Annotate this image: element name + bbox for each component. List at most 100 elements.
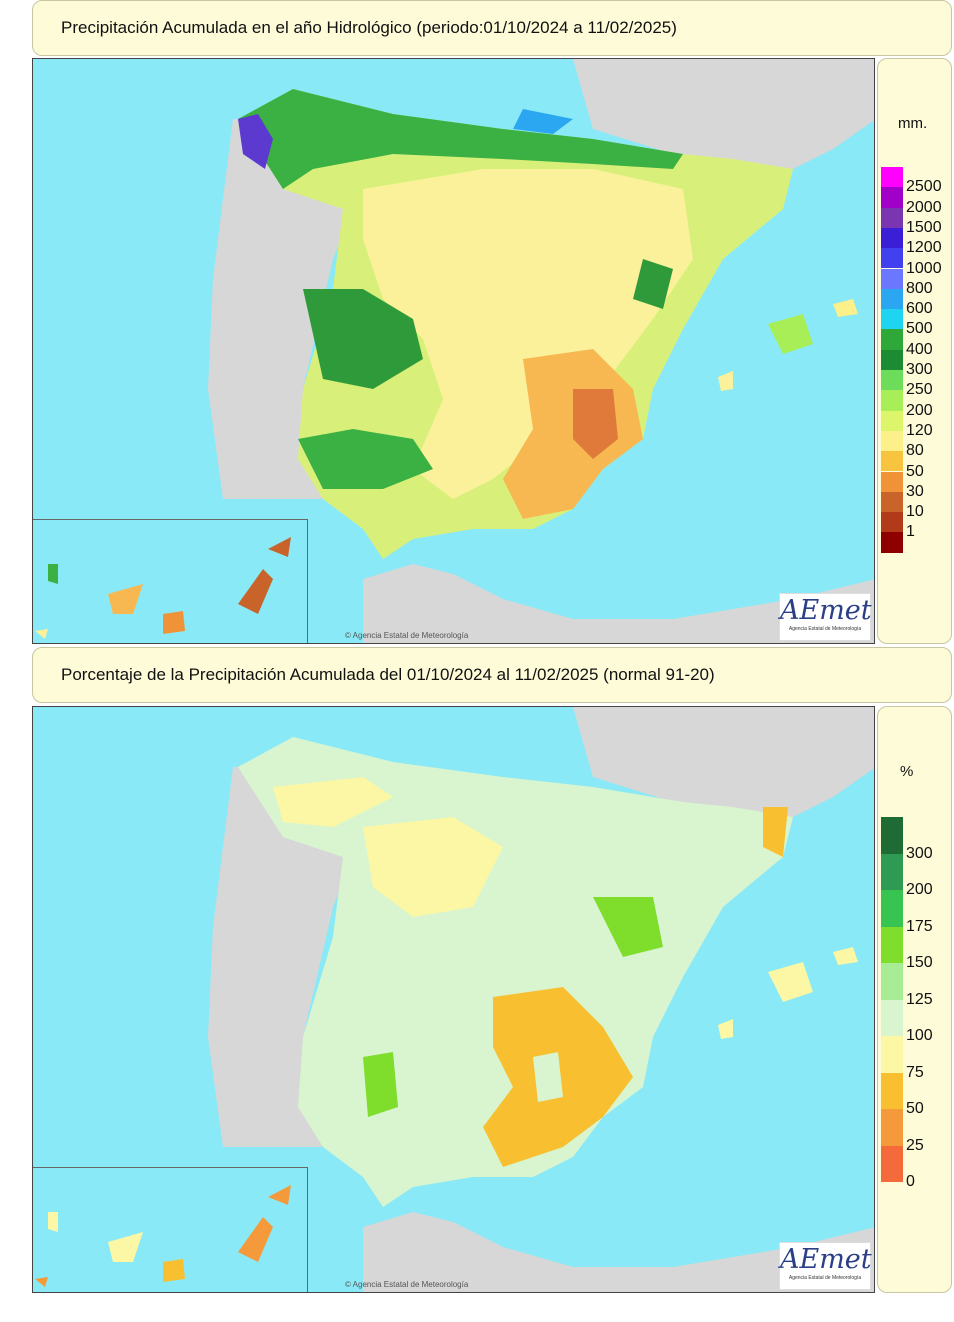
panel2-legend-swatch [881,1072,903,1109]
canary-fuerteventura [238,1217,273,1262]
panel1-legend-label: 800 [906,279,933,297]
panel1-legend-unit: mm. [898,115,928,132]
panel1-legend-label: 1000 [906,259,942,277]
panel1-legend-label: 2500 [906,178,942,196]
panel2-canary-inset [33,1167,308,1292]
panel1-canary-inset [33,519,308,643]
france-land [573,59,874,169]
panel1-legend-label: 1500 [906,218,942,236]
spain-yellow-2 [273,777,393,827]
canary-grancanaria [163,1259,185,1282]
menorca [833,299,858,317]
panel1-legend-label: 120 [906,421,933,439]
panel1-legend-label: 50 [906,462,924,480]
panel1-legend-swatch [881,268,903,289]
panel2-legend-swatch [881,1145,903,1182]
panel2-legend-label: 25 [906,1136,924,1154]
panel1-legend-swatch [881,349,903,370]
france-land [573,707,874,817]
panel1-legend-swatch [881,512,903,533]
panel1-legend: mm. 2500 2000 1500 1200 1000 800 600 500 400 300 2… [877,58,952,644]
panel1-legend-swatch [881,288,903,310]
catalonia-orange [763,807,788,857]
spain-green-2 [363,1052,398,1117]
mallorca [768,314,813,354]
panel2-legend-swatch [881,1036,903,1073]
panel1-legend-label: 2000 [906,198,942,216]
panel1-legend-label: 1200 [906,239,942,257]
panel2-title-box: Porcentaje de la Precipitación Acumulada… [32,647,952,703]
panel2-legend-swatch [881,890,903,927]
north-blue [513,109,573,134]
menorca [833,947,858,965]
panel2-legend-swatch [881,1109,903,1146]
panel2-legend-label: 300 [906,844,933,862]
panel2-legend-label: 75 [906,1063,924,1081]
panel1-legend-swatch [881,430,903,452]
portugal-land [208,762,363,1147]
panel1-legend-swatch [881,207,903,228]
panel1-legend-label: 400 [906,340,933,358]
panel2-legend-swatch [881,817,903,854]
panel2-legend-label: 125 [906,990,933,1008]
panel1-legend-swatch [881,491,903,513]
spain-green-1 [593,897,663,957]
panel1-legend-swatch [881,227,903,249]
ibiza [718,1019,733,1039]
panel1-legend-label: 200 [906,401,933,419]
panel2-legend-label: 0 [906,1173,915,1190]
panel1-legend-swatch [881,329,903,350]
panel1-legend-swatch [881,471,903,492]
panel1-legend-swatch [881,309,903,330]
panel1-legend-swatch [881,410,903,431]
panel1-legend-swatch [881,167,903,188]
panel1-logo-sub: Agencia Estatal de Meteorología [788,626,862,632]
africa-land [363,1212,874,1292]
spain-yellow [363,169,693,499]
panel1-legend-label: 300 [906,361,933,378]
spain-dark-orange [573,389,618,459]
panel2-legend: % 300 200 175 150 125 100 75 50 25 0 [877,706,952,1293]
panel1-legend-label: 600 [906,300,933,318]
panel1-legend-swatch [881,370,903,391]
galicia-purple [238,114,273,169]
panel2-legend-label: 175 [906,917,933,935]
spain-yellow-1 [363,817,503,917]
sw-green [298,429,433,489]
panel2-legend-swatch [881,963,903,1000]
panel1-legend-swatch [881,248,903,269]
panel1-legend-label: 1 [906,523,915,541]
panel1-legend-swatch [881,187,903,208]
panel2-legend-swatch [881,853,903,890]
panel2-logo-word: AEmet [780,1244,872,1275]
portugal-land [208,114,363,499]
panel2-legend-label: 150 [906,954,933,971]
panel2-logo-sub: Agencia Estatal de Meteorología [788,1275,862,1281]
panel2-aemet-logo: AEmet Agencia Estatal de Meteorología [779,1242,872,1290]
panel1-legend-label: 10 [906,503,924,521]
panel1-copyright: © Agencia Estatal de Meteorología [345,631,469,640]
canary-lanzarote [268,537,291,557]
canary-hierro [35,1277,48,1287]
panel2-legend-swatch [881,999,903,1036]
panel2-legend-label: 100 [906,1027,933,1044]
canary-tenerife [108,1232,143,1262]
mallorca [768,962,813,1002]
panel1-legend-swatch [881,451,903,472]
canary-lanzarote [268,1185,291,1205]
north-green [238,89,683,189]
west-green [303,289,423,389]
ibiza [718,371,733,391]
panel1-title-box: Precipitación Acumulada en el año Hidrol… [32,0,952,56]
canary-grancanaria [163,611,185,634]
canary-fuerteventura [238,569,273,614]
panel1-title: Precipitación Acumulada en el año Hidrol… [61,18,677,37]
panel1-legend-label: 500 [906,320,933,338]
canary-gomera [48,564,58,584]
spain-light-center [533,1052,563,1102]
panel1-legend-swatch [881,390,903,411]
panel1-legend-swatch [881,532,903,553]
panel1-map-svg [35,59,874,643]
canary-tenerife [108,584,143,614]
panel2-copyright: © Agencia Estatal de Meteorología [345,1280,469,1289]
